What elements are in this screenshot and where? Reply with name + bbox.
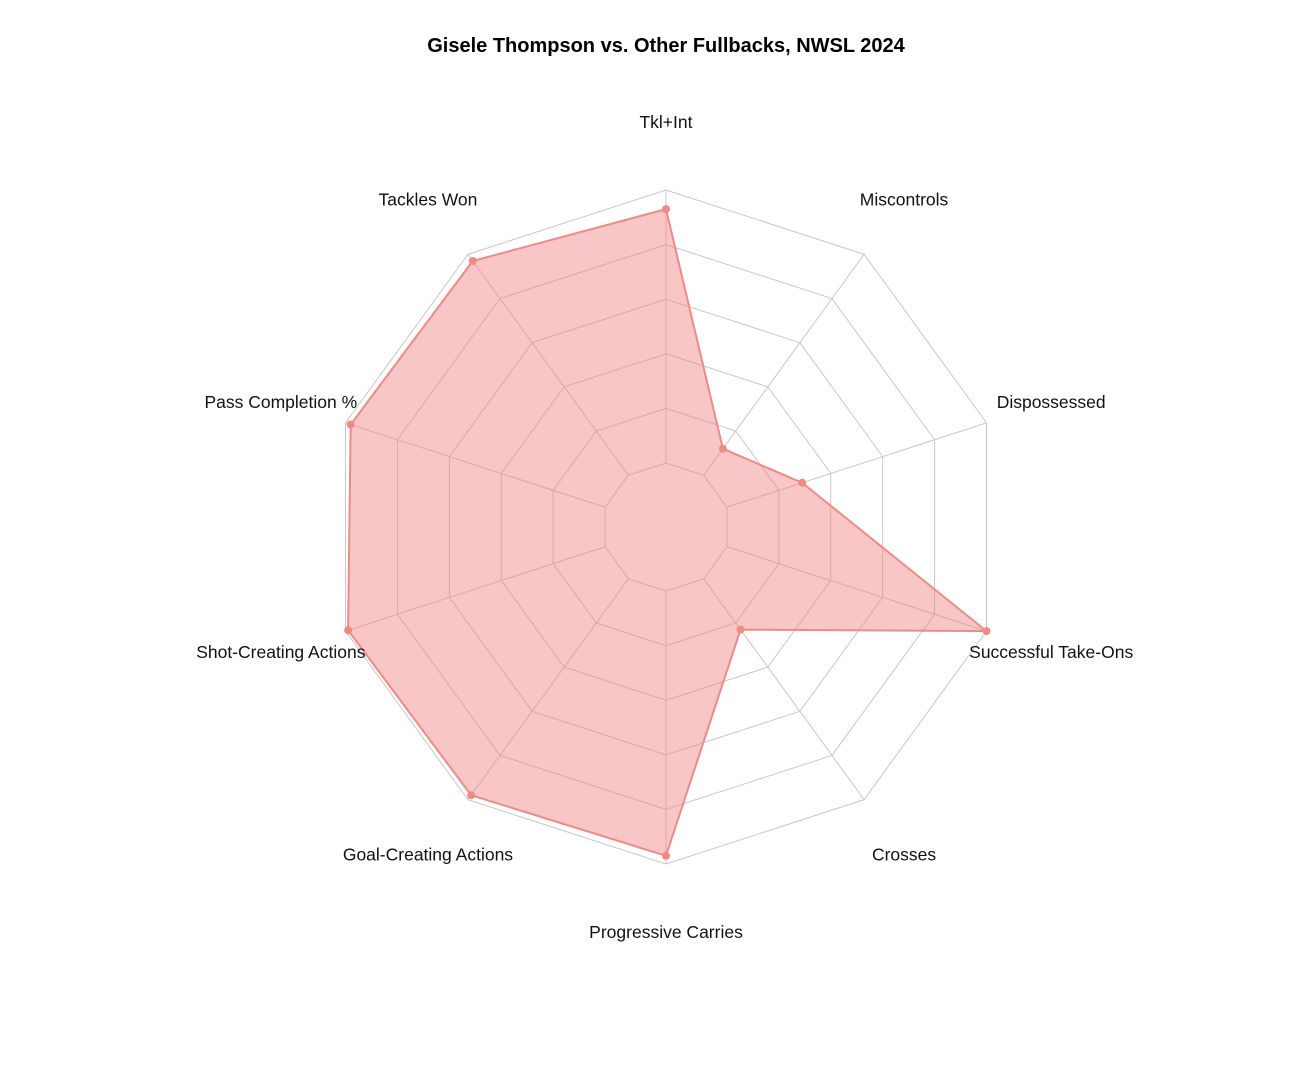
axis-label-9: Tackles Won: [379, 189, 478, 209]
grid-spoke-6: [467, 578, 629, 800]
grid-spoke-3: [726, 546, 987, 632]
data-point-2: [798, 478, 807, 487]
axis-label-2: Dispossessed: [997, 392, 1106, 412]
axis-label-3: Successful Take-Ons: [969, 642, 1133, 662]
grid-spoke-9: [467, 254, 629, 476]
radar-series: [344, 205, 991, 860]
data-point-5: [662, 851, 670, 860]
axis-label-6: Goal-Creating Actions: [343, 845, 513, 865]
axis-label-8: Pass Completion %: [204, 392, 357, 412]
grid-spoke-4: [703, 578, 865, 800]
data-point-4: [736, 625, 745, 634]
grid-spoke-2: [726, 422, 987, 508]
axis-label-4: Crosses: [872, 845, 936, 865]
data-point-1: [718, 444, 727, 453]
data-point-3: [982, 627, 991, 636]
axis-label-7: Shot-Creating Actions: [196, 642, 366, 662]
data-point-9: [468, 256, 477, 265]
radar-axis-labels: Tkl+Int Miscontrols Dispossessed Successful…: [196, 112, 1133, 942]
grid-spoke-7: [345, 546, 606, 632]
series-area-0: [347, 208, 988, 857]
axis-label-5: Progressive Carries: [589, 922, 743, 942]
data-point-8: [346, 420, 355, 429]
data-point-6: [467, 791, 476, 800]
chart-title: Gisele Thompson vs. Other Fullbacks, NWS…: [427, 35, 905, 57]
grid-spoke-8: [345, 422, 606, 508]
grid-spoke-1: [703, 254, 865, 476]
data-point-0: [662, 205, 670, 214]
axis-label-0: Tkl+Int: [639, 112, 692, 132]
axis-label-1: Miscontrols: [860, 189, 949, 209]
radar-grid: [344, 189, 988, 865]
data-point-7: [344, 626, 353, 635]
